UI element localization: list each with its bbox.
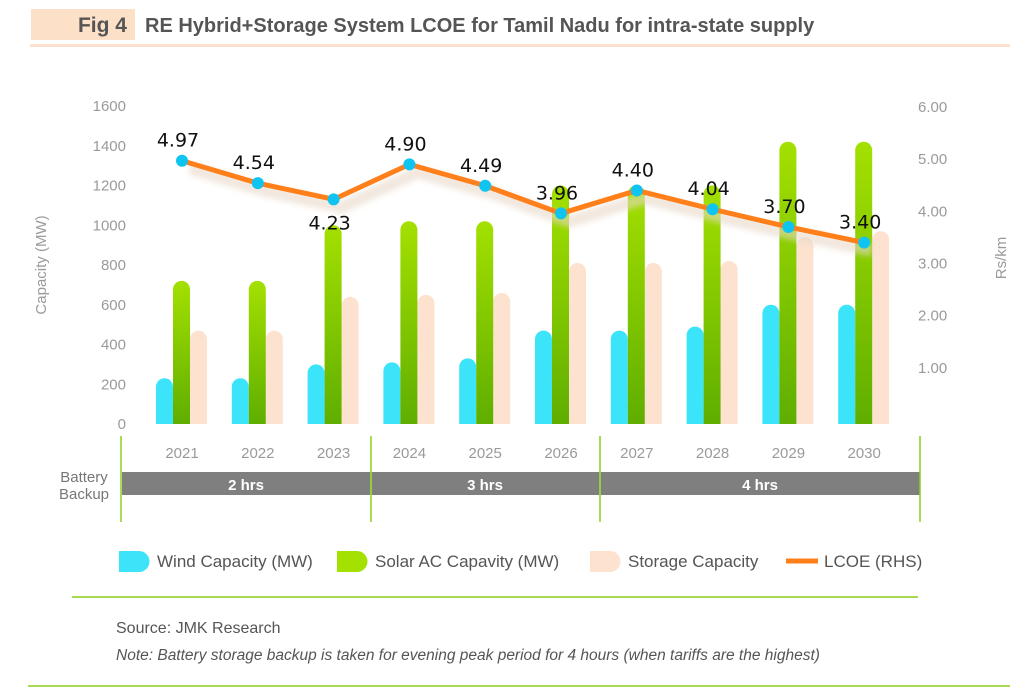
lcoe-point xyxy=(706,203,719,216)
legend-swatch-wind xyxy=(119,551,150,572)
legend-label-storage: Storage Capacity xyxy=(628,552,759,571)
backup-segment-4hrs: 4 hrs xyxy=(742,477,778,494)
lcoe-point xyxy=(403,158,416,171)
y-right-tick-label: 5.00 xyxy=(918,151,947,168)
y-right-tick-label: 2.00 xyxy=(918,308,947,325)
bar-wind xyxy=(156,378,173,424)
x-tick-label: 2028 xyxy=(696,445,729,462)
bar-wind xyxy=(383,362,401,424)
lcoe-point xyxy=(327,193,340,206)
y-tick-label: 1400 xyxy=(93,138,126,155)
y-tick-label: 1200 xyxy=(93,178,126,195)
bar-solar xyxy=(703,185,721,424)
bar-solar xyxy=(324,225,342,424)
lcoe-point xyxy=(555,207,567,220)
lcoe-point xyxy=(176,154,188,167)
x-tick-label: 2026 xyxy=(544,445,577,462)
bar-storage xyxy=(265,330,283,424)
bar-wind xyxy=(838,304,856,424)
lcoe-data-label: 4.04 xyxy=(687,178,729,200)
lcoe-data-label: 4.54 xyxy=(233,152,275,174)
y-right-tick-label: 3.00 xyxy=(918,256,947,273)
bar-storage xyxy=(644,263,662,424)
bar-wind xyxy=(686,326,704,424)
bar-wind xyxy=(231,378,249,424)
x-tick-label: 2027 xyxy=(620,445,653,462)
lcoe-data-label: 4.90 xyxy=(384,133,426,155)
bar-storage xyxy=(190,330,207,424)
bar-solar xyxy=(779,141,797,424)
y-right-tick-label: 4.00 xyxy=(918,203,947,220)
bar-solar xyxy=(173,280,190,424)
bar-solar xyxy=(855,141,873,424)
y-tick-label: 600 xyxy=(101,297,126,314)
lcoe-data-label: 4.97 xyxy=(157,130,199,152)
x-tick-label: 2029 xyxy=(772,445,805,462)
legend-label-wind: Wind Capacity (MW) xyxy=(157,552,313,571)
lcoe-data-label: 3.40 xyxy=(839,212,881,234)
bar-solar xyxy=(400,221,418,424)
y-tick-label: 1000 xyxy=(93,217,126,234)
bar-solar xyxy=(627,185,645,424)
x-tick-label: 2024 xyxy=(393,445,426,462)
bar-solar xyxy=(248,280,266,424)
lcoe-point xyxy=(251,177,264,190)
y-tick-label: 0 xyxy=(118,416,126,433)
bar-wind xyxy=(459,358,477,424)
legend-swatch-solar xyxy=(337,551,368,572)
bar-storage xyxy=(493,292,511,424)
note-text: Note: Battery storage backup is taken fo… xyxy=(116,647,820,664)
y-tick-label: 200 xyxy=(101,376,126,393)
y-tick-label: 1600 xyxy=(93,98,126,115)
bar-storage xyxy=(417,294,435,424)
bar-storage xyxy=(341,296,359,424)
lcoe-line-shadow xyxy=(188,162,874,257)
battery-backup-label-line2: Backup xyxy=(59,486,109,503)
x-tick-label: 2030 xyxy=(848,445,881,462)
x-tick-label: 2025 xyxy=(469,445,502,462)
lcoe-data-label: 3.96 xyxy=(536,182,578,204)
bar-wind xyxy=(762,304,780,424)
backup-segment-2hrs: 2 hrs xyxy=(228,477,264,494)
lcoe-point xyxy=(630,184,643,197)
battery-backup-band xyxy=(122,472,920,495)
bar-storage xyxy=(720,261,738,424)
bar-wind xyxy=(307,364,325,424)
y-tick-label: 400 xyxy=(101,337,126,354)
chart-title: RE Hybrid+Storage System LCOE for Tamil … xyxy=(145,15,815,37)
bar-wind xyxy=(535,330,552,424)
battery-backup-label-line1: Battery xyxy=(60,469,108,486)
y-tick-label: 800 xyxy=(101,257,126,274)
lcoe-line xyxy=(181,158,865,246)
bar-storage xyxy=(796,237,814,424)
lcoe-point xyxy=(858,236,871,249)
bar-storage xyxy=(569,263,586,424)
lcoe-data-label: 4.40 xyxy=(612,159,654,181)
lcoe-data-label: 3.70 xyxy=(763,196,805,218)
legend-label-lcoe: LCOE (RHS) xyxy=(824,552,922,571)
bar-solar xyxy=(476,221,494,424)
legend-label-solar: Solar AC Capavity (MW) xyxy=(375,552,559,571)
x-tick-label: 2022 xyxy=(241,445,274,462)
bar-solar xyxy=(552,185,569,424)
source-text: Source: JMK Research xyxy=(116,620,281,637)
fig-label: Fig 4 xyxy=(78,14,127,37)
y-right-tick-label: 1.00 xyxy=(918,360,947,377)
lcoe-point xyxy=(782,220,795,233)
bar-storage xyxy=(872,231,890,424)
lcoe-data-label: 4.49 xyxy=(460,155,502,177)
bar-wind xyxy=(610,330,628,424)
backup-segment-3hrs: 3 hrs xyxy=(467,477,503,494)
y-axis-label: Capacity (MW) xyxy=(33,215,50,314)
lcoe-data-label: 4.23 xyxy=(308,212,350,234)
x-tick-label: 2021 xyxy=(165,445,198,462)
x-tick-label: 2023 xyxy=(317,445,350,462)
legend-swatch-storage xyxy=(590,551,621,572)
fig-label-box xyxy=(31,9,135,40)
y-axis-right-label: Rs/km xyxy=(993,237,1010,280)
lcoe-point xyxy=(479,179,492,192)
y-right-tick-label: 6.00 xyxy=(918,99,947,116)
